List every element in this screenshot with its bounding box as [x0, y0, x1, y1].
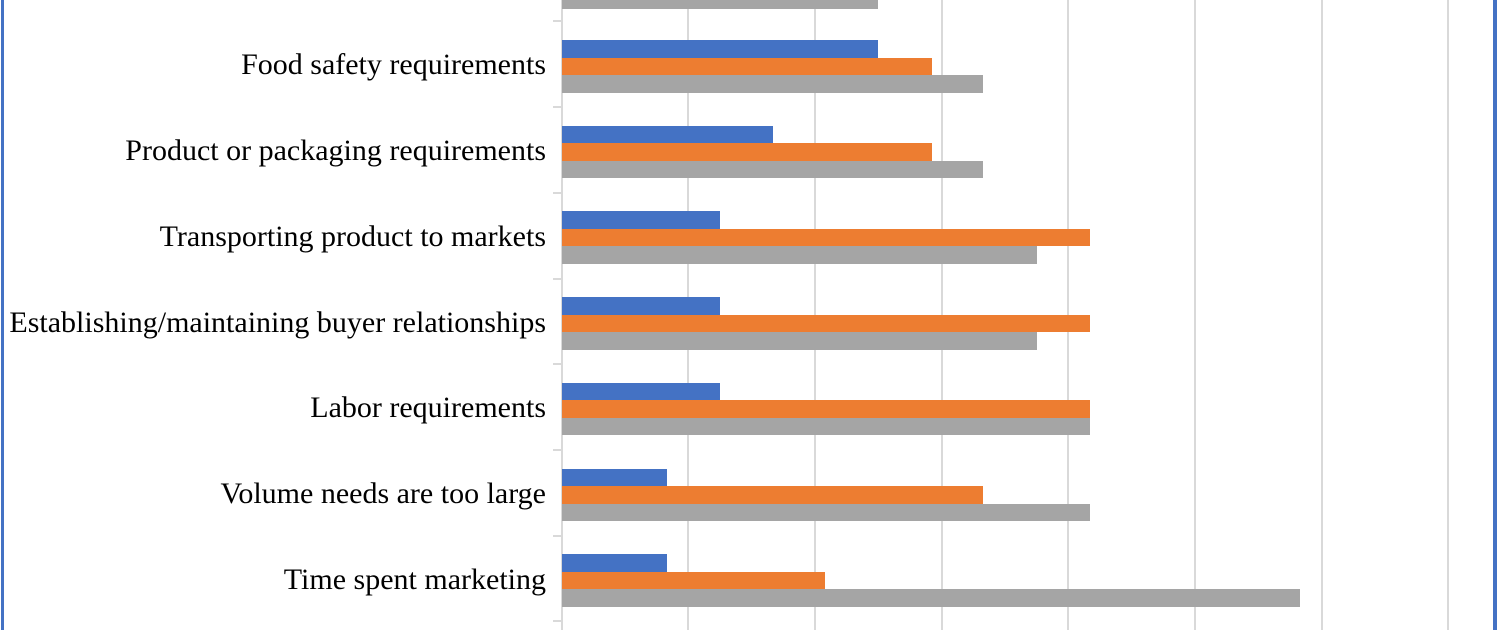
bar-blue-series — [561, 211, 721, 229]
bar-gray-series — [561, 503, 1090, 522]
bar-blue-series — [561, 382, 721, 401]
gridline — [1320, 0, 1323, 630]
category-label: Time spent marketing — [283, 562, 546, 596]
bar-orange-series — [561, 314, 1090, 333]
axis-tick — [552, 20, 562, 23]
bar-orange-series — [561, 57, 932, 76]
bar-gray-series — [561, 417, 1090, 436]
category-label: Establishing/maintaining buyer relations… — [9, 305, 546, 339]
category-label: Transporting product to markets — [159, 219, 546, 253]
category-label: Product or packaging requirements — [125, 134, 546, 168]
gridline — [1447, 0, 1450, 630]
axis-tick — [552, 620, 562, 623]
category-label: Volume needs are too large — [220, 477, 546, 510]
bar-orange-series — [561, 571, 826, 590]
bar-blue-series — [561, 40, 879, 58]
bar-partial-top-gray — [561, 0, 879, 10]
bar-gray-series — [561, 246, 1037, 264]
bar-gray-series — [561, 75, 984, 93]
bar-orange-series — [561, 228, 1090, 247]
axis-tick — [552, 191, 562, 194]
axis-tick — [552, 534, 562, 537]
axis-tick — [552, 106, 562, 109]
bar-orange-series — [561, 400, 1090, 418]
chart-border-left — [0, 0, 4, 630]
bar-orange-series — [561, 486, 984, 504]
category-label: Food safety requirements — [241, 48, 546, 82]
axis-tick — [552, 363, 562, 366]
bar-gray-series — [561, 589, 1301, 607]
bar-orange-series — [561, 143, 932, 161]
bar-gray-series — [561, 332, 1037, 350]
bar-blue-series — [561, 297, 721, 315]
category-label: Labor requirements — [310, 391, 546, 425]
gridline — [1194, 0, 1197, 630]
axis-tick — [552, 449, 562, 451]
bar-gray-series — [561, 160, 984, 179]
chart-border-right — [1493, 0, 1497, 630]
axis-tick — [552, 277, 562, 280]
bar-blue-series — [561, 468, 667, 487]
bar-blue-series — [561, 125, 774, 144]
bar-blue-series — [561, 554, 667, 572]
